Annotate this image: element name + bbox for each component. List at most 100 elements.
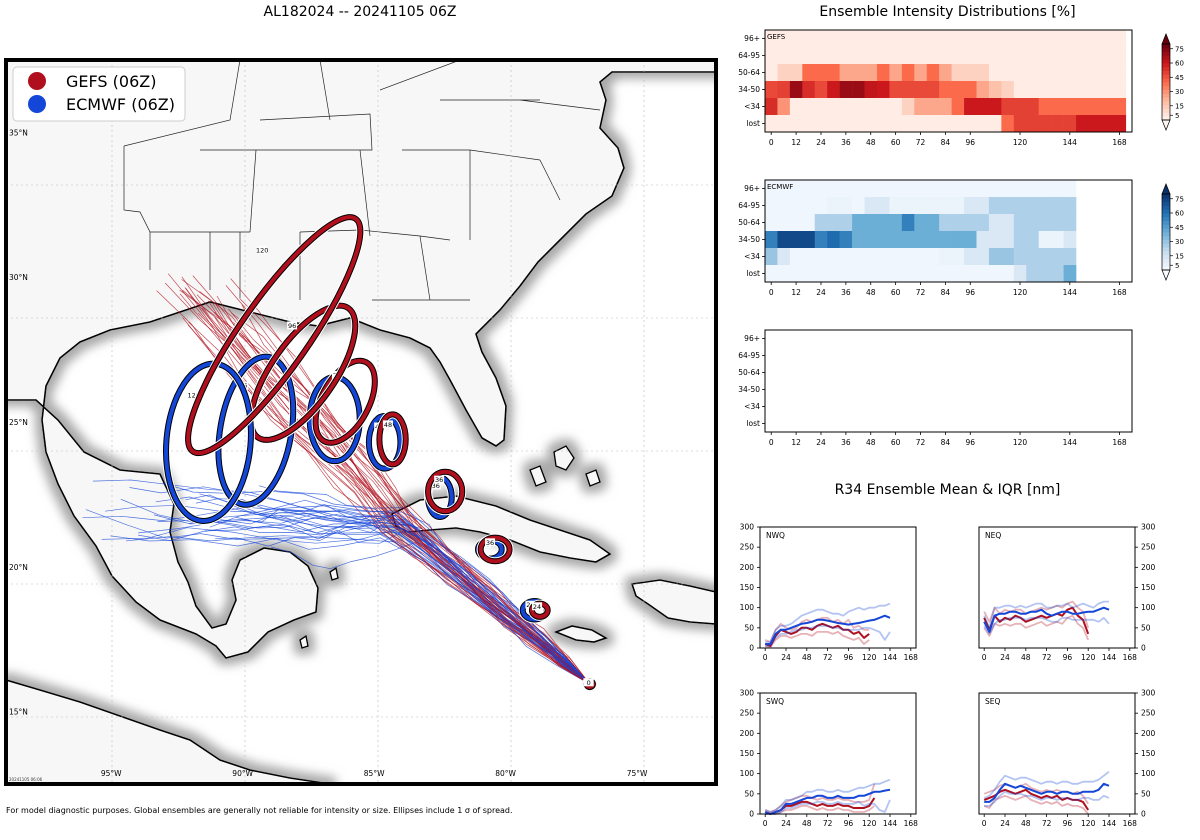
r34-x-label: 72	[823, 819, 833, 828]
heat-cell	[1051, 98, 1064, 116]
row-label: 96+	[744, 334, 760, 343]
heat-cell	[839, 265, 853, 283]
heat-cell	[852, 231, 865, 249]
heat-cell	[1001, 98, 1015, 116]
r34-iqr-line	[765, 799, 891, 815]
r34-y-label: 150	[740, 583, 755, 592]
heat-cell	[1013, 64, 1027, 82]
heat-cell	[765, 47, 778, 65]
heat-cell	[1013, 115, 1027, 133]
heat-cell	[1051, 30, 1064, 48]
heat-cell	[802, 47, 816, 65]
r34-x-label: 120	[1081, 819, 1096, 828]
heat-cell	[839, 64, 853, 82]
r34-x-label: 168	[1123, 653, 1138, 662]
hour-label: 72	[916, 438, 926, 447]
colorbar-step	[1162, 104, 1170, 109]
track-line	[192, 275, 591, 685]
hour-label: 96	[965, 438, 975, 447]
heat-cell	[864, 197, 878, 215]
row-label: 96+	[744, 184, 760, 193]
colorbar-step	[1162, 224, 1170, 229]
row-label: <34	[744, 252, 760, 261]
heatmap-frame	[764, 29, 1133, 133]
r34-x-label: 0	[982, 653, 987, 662]
colorbar-step	[1162, 66, 1170, 71]
r34-x-label: 72	[823, 653, 833, 662]
ellipse-ecmwf-96	[214, 352, 298, 509]
heat-cell	[914, 265, 928, 283]
heat-cell	[1038, 47, 1052, 65]
heat-cell	[964, 115, 977, 133]
colorbar-extend-max	[1161, 183, 1171, 195]
ellipse-hour-bg	[188, 390, 199, 399]
heatmap-label: ECMWF	[767, 183, 793, 191]
heat-cell	[988, 231, 1002, 249]
heat-cell	[1076, 98, 1089, 116]
heat-cell	[789, 64, 803, 82]
hour-label: 48	[866, 138, 876, 147]
heat-cell	[1001, 231, 1015, 249]
heat-cell	[939, 30, 952, 48]
heat-cell	[1088, 47, 1102, 65]
track-line	[179, 293, 590, 685]
heat-cell	[1113, 81, 1127, 99]
heat-cell	[864, 214, 878, 232]
heat-cell	[889, 231, 903, 249]
r34-x-label: 120	[1081, 653, 1096, 662]
heat-cell	[1038, 197, 1052, 215]
heat-cell	[939, 180, 952, 198]
heat-cell	[1063, 265, 1077, 283]
colorbar-step	[1162, 258, 1170, 263]
r34-y-label: 0	[749, 810, 754, 819]
heat-cell	[1100, 98, 1114, 116]
r34-x-label: 0	[763, 819, 768, 828]
heat-cell	[926, 115, 940, 133]
heat-cell	[765, 98, 778, 116]
r34-x-label: 96	[1063, 653, 1073, 662]
ellipse-gefs-36	[424, 467, 467, 516]
lon-tick-1: 90°W	[232, 769, 253, 778]
heat-cell	[876, 197, 890, 215]
colorbar-step	[1162, 108, 1170, 113]
map-stamp: 20241105 06:06	[9, 777, 43, 782]
colorbar-frame	[1161, 193, 1171, 271]
colorbar-extend-min	[1161, 119, 1171, 131]
heat-cell	[1051, 47, 1064, 65]
state-borders	[123, 60, 601, 301]
colorbar-step	[1162, 74, 1170, 79]
jamaica	[553, 625, 608, 643]
heat-cell	[1063, 30, 1077, 48]
heat-cell	[1001, 81, 1015, 99]
heat-cell	[1001, 30, 1015, 48]
heat-cell	[1051, 64, 1064, 82]
heat-cell	[964, 265, 977, 283]
heat-cell	[914, 98, 928, 116]
heat-cell	[876, 265, 890, 283]
heat-cell	[1100, 64, 1114, 82]
heat-cell	[964, 98, 977, 116]
lon-tick-3: 80°W	[495, 769, 516, 778]
heat-cell	[889, 98, 903, 116]
r34-y-label: 250	[740, 709, 755, 718]
heat-cell	[939, 81, 952, 99]
heat-cell	[939, 265, 952, 283]
heat-cell	[1051, 248, 1064, 266]
heat-cell	[827, 231, 840, 249]
heat-cell	[901, 64, 915, 82]
colorbar-label: 30	[1175, 238, 1184, 246]
heat-cell	[926, 180, 940, 198]
hour-label: 96	[965, 288, 975, 297]
heat-cell	[1001, 265, 1015, 283]
heat-cell	[914, 180, 928, 198]
ellipse-hour-bg	[434, 475, 445, 484]
heat-cell	[1026, 47, 1039, 65]
colorbar-step	[1162, 89, 1170, 94]
heat-cell	[964, 214, 977, 232]
heat-cell	[901, 231, 915, 249]
colorbar-step	[1162, 97, 1170, 102]
hour-label: 12	[791, 138, 801, 147]
legend-gefs-marker	[28, 72, 46, 90]
heat-cell	[839, 98, 853, 116]
heat-cell	[964, 231, 977, 249]
